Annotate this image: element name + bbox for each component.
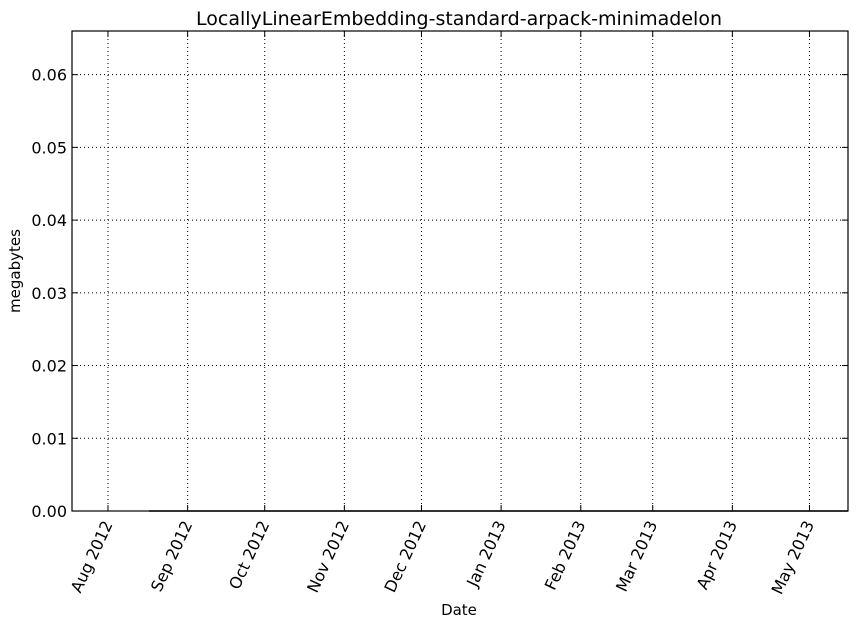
x-tick-label: Nov 2012 <box>303 518 353 596</box>
y-tick-label: 0.00 <box>31 502 67 521</box>
y-tick-label: 0.03 <box>31 284 67 303</box>
chart-title: LocallyLinearEmbedding-standard-arpack-m… <box>196 8 722 30</box>
x-axis: Aug 2012 Sep 2012 Oct 2012 Nov 2012 Dec 2012… <box>67 31 818 597</box>
y-tick-label: 0.04 <box>31 211 67 230</box>
plot-frame <box>71 30 849 512</box>
x-tick-label: Aug 2012 <box>67 518 117 596</box>
x-tick-label: Sep 2012 <box>147 518 196 595</box>
grid <box>72 31 848 512</box>
y-tick-label: 0.01 <box>31 429 67 448</box>
x-tick-label: Oct 2012 <box>225 518 273 593</box>
y-tick-label: 0.05 <box>31 138 67 157</box>
y-axis: 0.00 0.01 0.02 0.03 0.04 0.05 0.06 <box>31 66 848 521</box>
x-tick-label: May 2013 <box>768 518 819 598</box>
x-tick-label: Feb 2013 <box>541 518 590 593</box>
y-tick-label: 0.06 <box>31 66 67 85</box>
x-tick-label: Dec 2012 <box>380 518 430 596</box>
x-tick-label: Apr 2013 <box>693 518 741 593</box>
y-axis-label: megabytes <box>6 229 24 313</box>
x-tick-label: Mar 2013 <box>612 518 661 595</box>
x-tick-label: Jan 2013 <box>462 518 509 591</box>
x-axis-label: Date <box>441 601 477 619</box>
y-tick-label: 0.02 <box>31 357 67 376</box>
